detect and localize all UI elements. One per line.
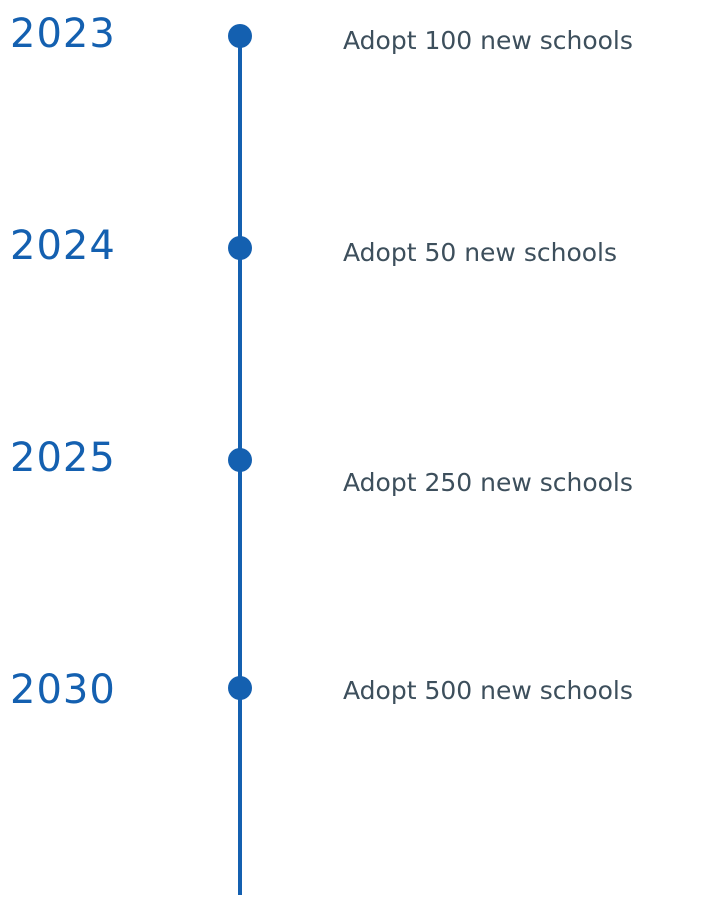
timeline-dot xyxy=(228,448,252,472)
timeline-dot xyxy=(228,236,252,260)
goal-label: Adopt 500 new schools xyxy=(343,676,633,705)
timeline-dot xyxy=(228,24,252,48)
year-label: 2024 xyxy=(10,223,116,269)
goal-label: Adopt 50 new schools xyxy=(343,238,617,267)
year-label: 2023 xyxy=(10,11,116,57)
goal-label: Adopt 250 new schools xyxy=(343,468,633,497)
goal-label: Adopt 100 new schools xyxy=(343,26,633,55)
timeline-dot xyxy=(228,676,252,700)
year-label: 2030 xyxy=(10,667,116,713)
year-label: 2025 xyxy=(10,435,116,481)
